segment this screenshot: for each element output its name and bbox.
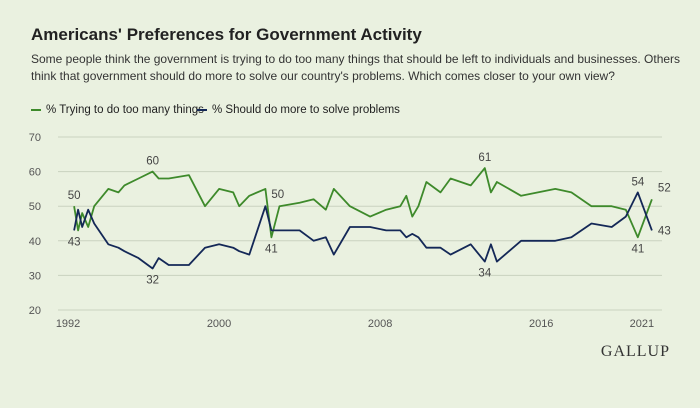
x-tick-label-1992: 1992 — [56, 318, 80, 330]
data-label-do-more-11: 43 — [658, 225, 671, 237]
legend-label-do-more: % Should do more to solve problems — [212, 104, 400, 116]
data-label-do-more-8: 54 — [631, 176, 644, 188]
data-label-too-many-0: 50 — [68, 190, 81, 202]
y-tick-label-70: 70 — [29, 132, 41, 144]
chart-title: Americans' Preferences for Government Ac… — [31, 25, 422, 44]
data-label-do-more-1: 43 — [68, 236, 81, 248]
data-label-do-more-7: 34 — [478, 268, 491, 280]
data-label-too-many-5: 41 — [265, 243, 278, 255]
x-tick-label-2016: 2016 — [529, 318, 553, 330]
data-label-too-many-6: 61 — [478, 152, 491, 164]
x-tick-label-2008: 2008 — [368, 318, 392, 330]
data-label-too-many-10: 52 — [658, 182, 671, 194]
y-tick-label-30: 30 — [29, 270, 41, 282]
legend-label-too-many: % Trying to do too many things — [46, 104, 204, 116]
x-tick-label-2000: 2000 — [207, 318, 231, 330]
data-label-do-more-4: 50 — [271, 189, 284, 201]
y-tick-label-20: 20 — [29, 305, 41, 317]
legend-swatch-too-many — [31, 109, 41, 111]
legend-swatch-do-more — [197, 109, 207, 111]
y-tick-label-40: 40 — [29, 236, 41, 248]
data-label-too-many-9: 41 — [631, 243, 644, 255]
data-label-too-many-2: 60 — [146, 156, 159, 168]
y-tick-label-50: 50 — [29, 201, 41, 213]
series-line-do-more — [73, 191, 653, 270]
gallup-logo: GALLUP — [600, 343, 670, 360]
legend-item-too-many: % Trying to do too many things — [31, 104, 204, 116]
chart-subtitle: Some people think the government is tryi… — [31, 52, 681, 83]
legend-item-do-more: % Should do more to solve problems — [197, 104, 400, 116]
y-tick-label-60: 60 — [29, 167, 41, 179]
x-tick-label-2021: 2021 — [630, 318, 654, 330]
data-label-do-more-3: 32 — [146, 274, 159, 286]
series-line-too-many — [73, 167, 653, 239]
